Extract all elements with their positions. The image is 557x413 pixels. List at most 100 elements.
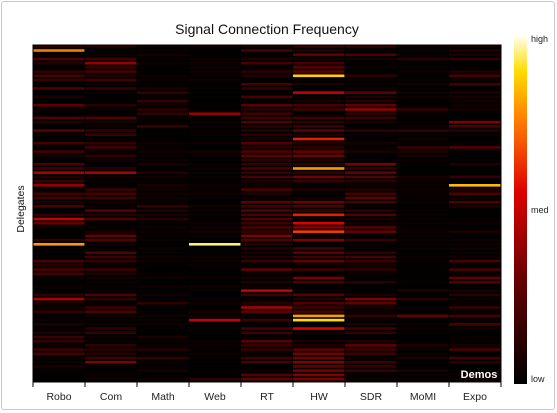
heatmap-cell-MoMI-5 <box>397 66 449 69</box>
heatmap-cell-HW-9 <box>293 82 345 86</box>
heatmap-cell-Math-59 <box>137 293 189 297</box>
heatmap-cell-MoMI-9 <box>397 82 449 86</box>
heatmap-cell-Expo-30 <box>449 171 501 174</box>
heatmap-cell-SDR-71 <box>345 344 397 347</box>
heatmap-cell-SDR-72 <box>345 348 397 351</box>
heatmap-cell-Expo-23 <box>449 141 501 145</box>
heatmap-cell-Web-64 <box>189 314 241 318</box>
heatmap-cell-Robo-19 <box>33 125 85 128</box>
heatmap-cell-SDR-51 <box>345 259 397 263</box>
heatmap-cell-Web-38 <box>189 205 241 208</box>
heatmap-cell-RT-37 <box>241 200 293 204</box>
heatmap-cell-Expo-27 <box>449 158 501 162</box>
heatmap-cell-SDR-33 <box>345 184 397 187</box>
heatmap-cell-MoMI-33 <box>397 184 449 187</box>
heatmap-cell-Robo-74 <box>33 356 85 360</box>
heatmap-cell-Com-45 <box>85 234 137 238</box>
heatmap-cell-HW-52 <box>293 264 345 267</box>
heatmap-cell-Com-32 <box>85 179 137 183</box>
heatmap-cell-MoMI-41 <box>397 217 449 221</box>
heatmap-cell-Math-12 <box>137 95 189 99</box>
heatmap-cell-Com-16 <box>85 112 137 116</box>
heatmap-cell-Math-69 <box>137 335 189 339</box>
heatmap-cell-Com-12 <box>85 95 137 99</box>
heatmap-cell-HW-62 <box>293 306 345 309</box>
heatmap-cell-Expo-48 <box>449 247 501 250</box>
heatmap-cell-SDR-78 <box>345 373 397 377</box>
heatmap-cell-HW-41 <box>293 217 345 221</box>
heatmap-cell-SDR-34 <box>345 188 397 191</box>
heatmap-cell-Web-50 <box>189 255 241 259</box>
heatmap-cell-Web-48 <box>189 247 241 250</box>
heatmap-cell-HW-72 <box>293 348 345 351</box>
heatmap-cell-Math-9 <box>137 82 189 86</box>
heatmap-cell-Web-73 <box>189 352 241 356</box>
heatmap-cell-Robo-13 <box>33 99 85 103</box>
heatmap-cell-MoMI-77 <box>397 369 449 372</box>
heatmap-cell-Com-46 <box>85 238 137 242</box>
heatmap-cell-RT-71 <box>241 344 293 347</box>
heatmap-cell-Expo-40 <box>449 213 501 217</box>
heatmap-cell-HW-74 <box>293 356 345 360</box>
heatmap-cell-Com-68 <box>85 331 137 335</box>
heatmap-cell-Web-19 <box>189 125 241 128</box>
heatmap-cell-Web-6 <box>189 70 241 73</box>
x-tick-label-expo: Expo <box>463 391 487 403</box>
heatmap-cell-SDR-55 <box>345 276 397 280</box>
heatmap-cell-Robo-58 <box>33 289 85 292</box>
heatmap-cell-RT-57 <box>241 285 293 288</box>
heatmap-cell-HW-60 <box>293 297 345 301</box>
heatmap-cell-Expo-69 <box>449 335 501 339</box>
heatmap-cell-RT-29 <box>241 167 293 170</box>
heatmap-cell-Robo-16 <box>33 112 85 116</box>
heatmap-cell-SDR-25 <box>345 150 397 153</box>
heatmap-cell-Expo-31 <box>449 175 501 179</box>
heatmap-cell-SDR-74 <box>345 356 397 360</box>
heatmap-cell-RT-28 <box>241 162 293 166</box>
heatmap-cell-Math-21 <box>137 133 189 137</box>
heatmap-cell-Web-66 <box>189 323 241 326</box>
heatmap-cell-SDR-37 <box>345 200 397 204</box>
heatmap-cell-SDR-53 <box>345 268 397 271</box>
heatmap-cell-SDR-45 <box>345 234 397 238</box>
heatmap-cell-Web-11 <box>189 91 241 94</box>
heatmap-cell-MoMI-25 <box>397 150 449 153</box>
heatmap-cell-Robo-78 <box>33 373 85 377</box>
heatmap-cell-Robo-50 <box>33 255 85 259</box>
heatmap-cell-RT-54 <box>241 272 293 276</box>
heatmap-cell-MoMI-34 <box>397 188 449 191</box>
heatmap-cell-RT-59 <box>241 293 293 297</box>
heatmap-cell-Com-73 <box>85 352 137 356</box>
heatmap-cell-RT-53 <box>241 268 293 271</box>
heatmap-cell-Math-37 <box>137 200 189 204</box>
heatmap-cell-Web-9 <box>189 82 241 86</box>
heatmap-cell-Expo-67 <box>449 327 501 330</box>
heatmap-cell-Math-75 <box>137 360 189 364</box>
heatmap-cell-RT-72 <box>241 348 293 351</box>
heatmap-cell-MoMI-12 <box>397 95 449 99</box>
heatmap-cell-RT-42 <box>241 221 293 225</box>
heatmap-cell-Math-63 <box>137 310 189 313</box>
heatmap-cell-RT-40 <box>241 213 293 217</box>
heatmap-cell-Web-14 <box>189 103 241 107</box>
heatmap-cell-Math-15 <box>137 108 189 111</box>
x-axis-ticks: Robo Com Math Web RT HW SDR MoMI Expo <box>32 382 502 403</box>
heatmap-cell-HW-65 <box>293 318 345 322</box>
heatmap-cell-RT-26 <box>241 154 293 158</box>
heatmap-cell-MoMI-61 <box>397 301 449 305</box>
heatmap-cell-Robo-18 <box>33 120 85 124</box>
heatmap-cell-Com-14 <box>85 103 137 107</box>
heatmap-cell-MoMI-27 <box>397 158 449 162</box>
heatmap-cell-RT-69 <box>241 335 293 339</box>
demos-annotation: Demos <box>461 369 498 381</box>
heatmap-cell-HW-19 <box>293 125 345 128</box>
heatmap-cell-HW-21 <box>293 133 345 137</box>
heatmap-cell-HW-13 <box>293 99 345 103</box>
heatmap-cell-Expo-79 <box>449 377 501 381</box>
heatmap-cell-Web-60 <box>189 297 241 301</box>
heatmap-cell-MoMI-0 <box>397 45 449 48</box>
heatmap-cell-Com-23 <box>85 141 137 145</box>
heatmap-cell-Math-46 <box>137 238 189 242</box>
heatmap-cell-Math-77 <box>137 369 189 372</box>
heatmap-cell-HW-4 <box>293 61 345 65</box>
